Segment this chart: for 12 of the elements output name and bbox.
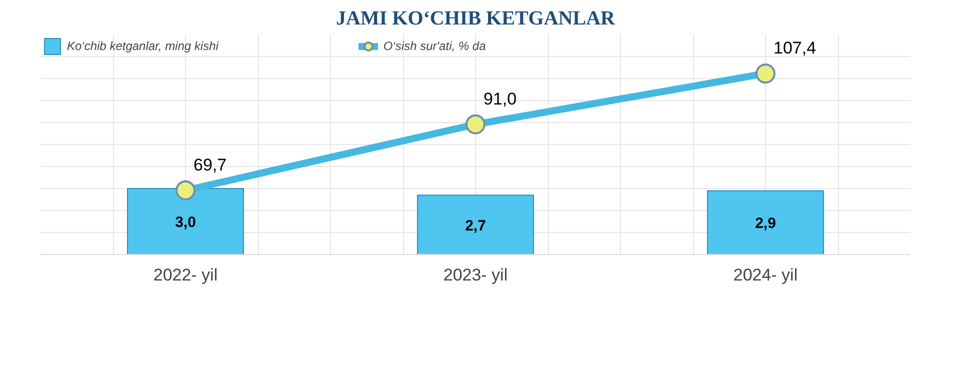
data-label: 69,7: [194, 155, 227, 174]
data-label: 3,0: [175, 214, 196, 231]
chart-title: JAMI KO‘CHIB KETGANLAR: [336, 8, 616, 30]
data-label: 2,7: [465, 217, 486, 234]
data-label: 2,9: [755, 215, 776, 232]
x-tick-label: 2024- yil: [733, 266, 798, 284]
data-label: 91,0: [484, 89, 517, 108]
legend-label: O‘sish sur'ati, % da: [383, 39, 486, 53]
legend-label: Ko‘chib ketganlar, ming kishi: [67, 39, 218, 53]
x-tick-label: 2023- yil: [443, 266, 508, 284]
data-label: 107,4: [774, 38, 816, 58]
x-tick-label: 2022- yil: [153, 266, 218, 284]
